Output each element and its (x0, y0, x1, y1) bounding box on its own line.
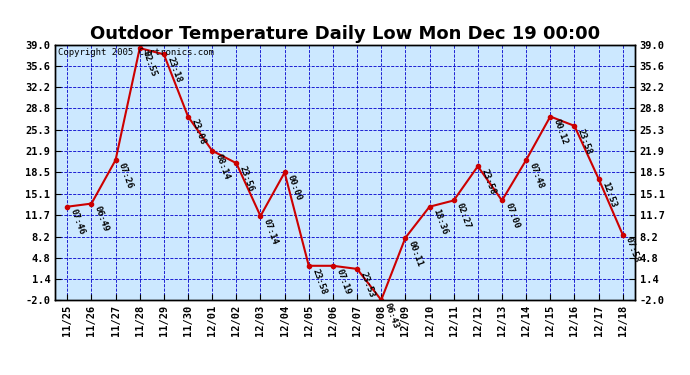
Title: Outdoor Temperature Daily Low Mon Dec 19 00:00: Outdoor Temperature Daily Low Mon Dec 19… (90, 26, 600, 44)
Text: 07:14: 07:14 (262, 217, 279, 246)
Text: 23:58: 23:58 (576, 127, 593, 156)
Text: 07:48: 07:48 (528, 162, 545, 190)
Text: 00:12: 00:12 (552, 118, 569, 146)
Text: 08:14: 08:14 (214, 152, 231, 180)
Text: 12:53: 12:53 (600, 180, 618, 209)
Text: 07:58: 07:58 (624, 236, 642, 264)
Text: 23:53: 23:53 (359, 270, 376, 298)
Text: 07:00: 07:00 (504, 202, 521, 230)
Text: Copyright 2005 Curtronics.com: Copyright 2005 Curtronics.com (58, 48, 214, 57)
Text: 18:36: 18:36 (431, 208, 448, 236)
Text: 23:56: 23:56 (238, 165, 255, 193)
Text: 23:58: 23:58 (310, 267, 328, 296)
Text: 23:58: 23:58 (480, 168, 497, 196)
Text: 06:43: 06:43 (383, 302, 400, 330)
Text: 23:18: 23:18 (166, 56, 183, 84)
Text: 23:08: 23:08 (190, 118, 207, 146)
Text: 07:19: 07:19 (335, 267, 352, 296)
Text: 00:11: 00:11 (407, 239, 424, 267)
Text: 02:27: 02:27 (455, 202, 473, 230)
Text: 00:00: 00:00 (286, 174, 304, 202)
Text: 07:26: 07:26 (117, 162, 135, 190)
Text: 07:46: 07:46 (69, 208, 86, 236)
Text: 02:55: 02:55 (141, 50, 159, 78)
Text: 06:49: 06:49 (93, 205, 110, 233)
